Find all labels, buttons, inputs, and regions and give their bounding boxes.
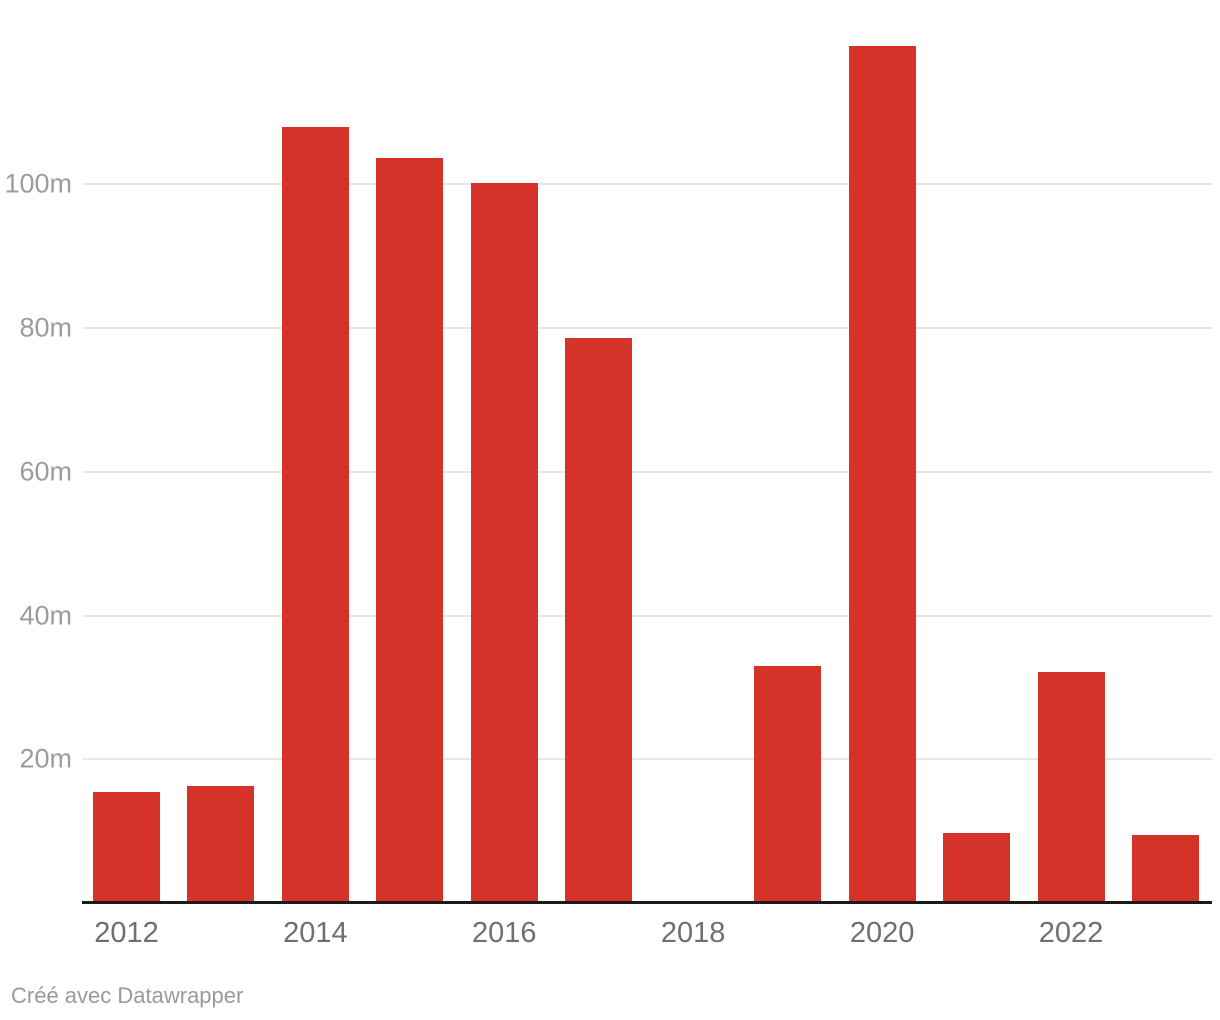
gridline-40m (83, 614, 1212, 617)
gridline-60m (83, 470, 1212, 473)
x-tick-label-2020: 2020 (849, 917, 915, 949)
bar-2013[interactable] (187, 785, 255, 903)
y-tick-label-20m: 20m (19, 743, 72, 774)
x-tick-label-2016: 2016 (472, 917, 537, 949)
y-tick-label-40m: 40m (19, 600, 72, 630)
gridline-80m (83, 327, 1212, 329)
bar-2019[interactable] (754, 665, 822, 903)
y-tick-label-100m: 100m (4, 168, 72, 199)
bar-2022[interactable] (1037, 671, 1105, 903)
x-tick-label-2022: 2022 (1038, 917, 1104, 949)
x-tick-label-2018: 2018 (660, 917, 726, 949)
x-tick-label-2012: 2012 (94, 917, 159, 949)
bar-2023[interactable] (1131, 835, 1199, 903)
gridline-20m (83, 758, 1212, 761)
x-axis-line (82, 901, 1212, 904)
bar-2014[interactable] (281, 127, 349, 903)
bar-2016[interactable] (470, 182, 538, 903)
y-tick-label-80m: 80m (19, 312, 72, 343)
bar-2015[interactable] (376, 158, 444, 903)
x-tick-label-2014: 2014 (283, 917, 348, 949)
gridline-100m (83, 183, 1212, 186)
bar-2012[interactable] (93, 791, 160, 903)
bar-2020[interactable] (848, 46, 916, 903)
y-tick-label-60m: 60m (19, 456, 72, 487)
bar-2021[interactable] (943, 833, 1011, 903)
chart-credit: Créé avec Datawrapper (11, 983, 244, 1008)
bar-2017[interactable] (565, 338, 633, 903)
